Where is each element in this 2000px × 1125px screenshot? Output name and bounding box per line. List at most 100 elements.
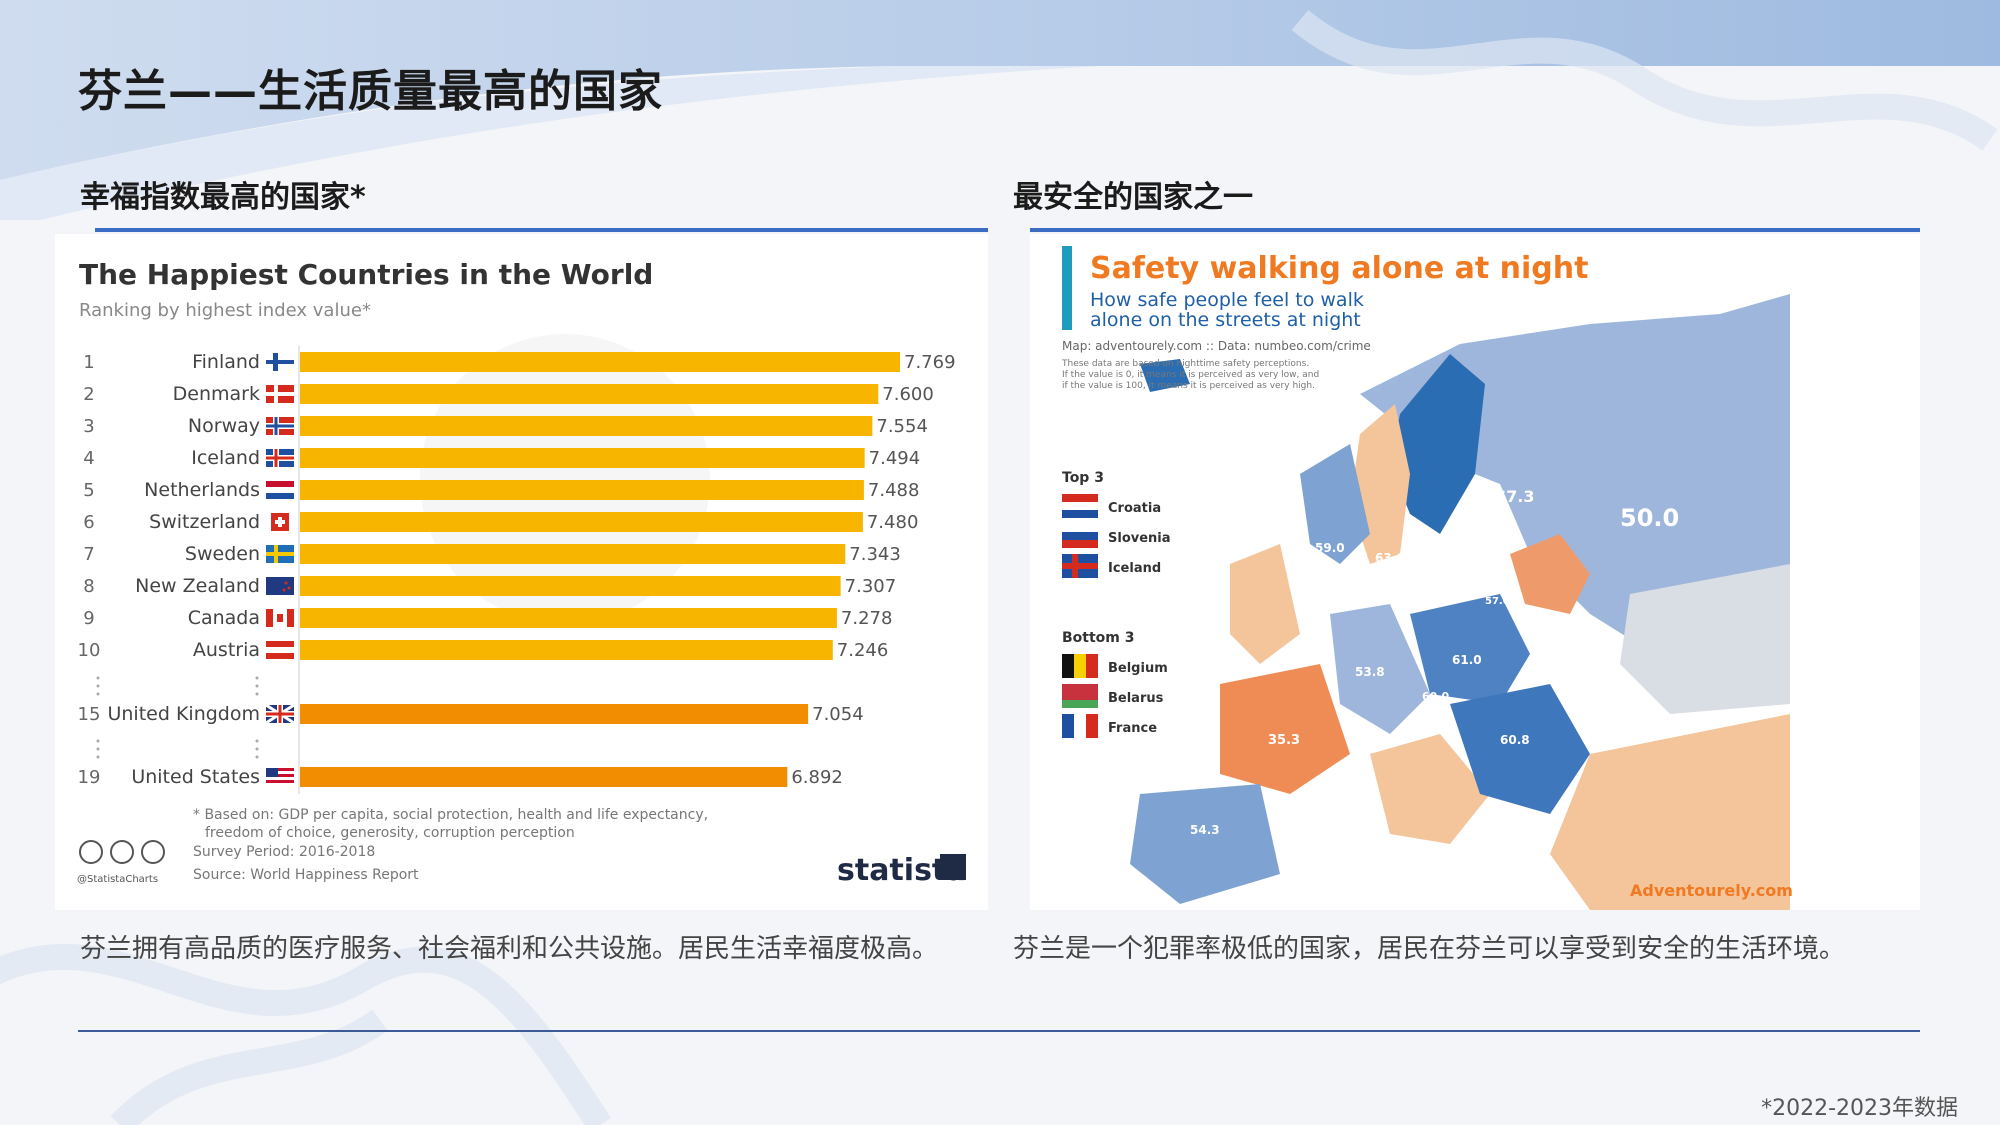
denmark-flag-icon <box>266 385 294 403</box>
usa-flag-icon <box>266 768 294 786</box>
bar <box>300 767 788 787</box>
region-value: 61.0 <box>1452 653 1482 667</box>
right-section-rule <box>1030 228 1920 232</box>
top3-label: Top 3 <box>1062 470 1104 486</box>
right-section-title: 最安全的国家之一 <box>1013 180 1253 215</box>
value-label: 7.278 <box>841 608 893 629</box>
bar <box>300 384 879 404</box>
slide-title: 芬兰——生活质量最高的国家 <box>78 66 663 117</box>
austria-flag-icon <box>266 641 294 659</box>
region-value: 53.8 <box>1355 665 1385 679</box>
bottom3-item: France <box>1108 721 1157 736</box>
bar <box>300 608 837 628</box>
norway-flag-icon <box>266 417 294 435</box>
rank-label: 19 <box>78 767 101 788</box>
map-note-2: If the value is 0, it means it is percei… <box>1062 370 1319 380</box>
value-label: 7.246 <box>837 640 889 661</box>
value-label: 7.600 <box>882 384 934 405</box>
rank-label: 10 <box>78 640 101 661</box>
region-value: 50.0 <box>1620 504 1679 532</box>
value-label: 7.343 <box>849 544 901 565</box>
region-value: 63.6 <box>1375 551 1405 565</box>
map-note-3: if the value is 100, it means it is perc… <box>1062 381 1315 391</box>
map-credit: Adventourely.com <box>1630 881 1793 900</box>
rank-label: 5 <box>83 480 94 501</box>
map-subtitle-1: How safe people feel to walk <box>1090 289 1364 311</box>
category-label: Norway <box>188 415 260 437</box>
region-value: 59.0 <box>1315 541 1345 555</box>
region-value: 67.3 <box>1495 487 1534 506</box>
rank-label: 4 <box>83 448 94 469</box>
safety-map: Safety walking alone at night How safe p… <box>1030 234 1793 910</box>
iceland-flag-icon <box>266 449 294 467</box>
region-value: 35.3 <box>1268 733 1300 748</box>
map-regions <box>1130 294 1790 910</box>
bar <box>300 352 900 372</box>
rank-label: 6 <box>83 512 94 533</box>
value-label: 7.307 <box>845 576 897 597</box>
region-value-labels: 72.2 67.3 50.0 59.0 63.6 61.0 36.4 53.8 … <box>1142 432 1679 837</box>
region-value: 36.4 <box>1528 618 1558 632</box>
category-label: United Kingdom <box>107 703 260 725</box>
bottom3-label: Bottom 3 <box>1062 630 1135 646</box>
value-label: 7.054 <box>812 704 864 725</box>
bar <box>300 544 846 564</box>
source-note: Source: World Happiness Report <box>193 867 419 883</box>
rank-label: 3 <box>83 416 94 437</box>
bar <box>300 640 833 660</box>
value-label: 7.494 <box>869 448 921 469</box>
rank-label: 8 <box>83 576 94 597</box>
bottom3-item: Belarus <box>1108 691 1164 706</box>
rank-label: 1 <box>83 352 94 373</box>
license-icons <box>79 840 165 864</box>
statista-logo-mark <box>940 854 966 880</box>
category-label: Switzerland <box>149 511 260 533</box>
sweden-flag-icon <box>266 545 294 563</box>
top3-item: Croatia <box>1108 501 1161 516</box>
region-value: 60.0 <box>1422 690 1449 703</box>
region-value: 57.0 <box>1485 596 1510 607</box>
france-flag-icon <box>1062 714 1098 738</box>
iceland-flag-icon <box>1062 554 1098 578</box>
value-label: 7.488 <box>868 480 920 501</box>
new-zealand-flag-icon <box>266 577 294 595</box>
switzerland-flag-icon <box>271 513 289 531</box>
region-value: 54.3 <box>1190 823 1220 837</box>
bar <box>300 480 864 500</box>
value-label: 7.480 <box>867 512 919 533</box>
map-subtitle-2: alone on the streets at night <box>1090 309 1361 331</box>
category-label: Austria <box>193 639 260 661</box>
survey-period: Survey Period: 2016-2018 <box>193 844 375 860</box>
category-label: Finland <box>192 351 260 373</box>
category-label: United States <box>131 766 260 788</box>
map-source: Map: adventourely.com :: Data: numbeo.co… <box>1062 339 1371 353</box>
title-accent-bar <box>1062 246 1072 330</box>
category-label: Sweden <box>185 543 260 565</box>
happiness-chart-card: The Happiest Countries in the World Rank… <box>55 234 988 910</box>
bar <box>300 576 841 596</box>
finland-flag-icon <box>266 353 294 371</box>
slovenia-flag-icon <box>1062 524 1098 548</box>
category-label: Netherlands <box>144 479 260 501</box>
value-label: 7.554 <box>876 416 928 437</box>
bar <box>300 704 809 724</box>
left-caption: 芬兰拥有高品质的医疗服务、社会福利和公共设施。居民生活幸福度极高。 <box>80 934 939 964</box>
chart-subtitle: Ranking by highest index value* <box>79 300 371 321</box>
chart-title: The Happiest Countries in the World <box>79 258 653 291</box>
croatia-flag-icon <box>1062 494 1098 518</box>
bar <box>300 416 873 436</box>
bar <box>300 448 865 468</box>
netherlands-flag-icon <box>266 481 294 499</box>
belarus-flag-icon <box>1062 684 1098 708</box>
rank-label: 15 <box>78 704 101 725</box>
region-value: 60.8 <box>1500 733 1530 747</box>
canada-flag-icon <box>266 609 294 627</box>
region-value: 65.9 <box>1410 720 1437 733</box>
right-caption: 芬兰是一个犯罪率极低的国家，居民在芬兰可以享受到安全的生活环境。 <box>1013 934 1846 964</box>
belgium-flag-icon <box>1062 654 1098 678</box>
rank-label: 7 <box>83 544 94 565</box>
left-section-title: 幸福指数最高的国家* <box>80 180 366 215</box>
happiness-chart: The Happiest Countries in the World Rank… <box>77 258 967 888</box>
uk-flag-icon <box>265 703 295 725</box>
bar <box>300 512 863 532</box>
